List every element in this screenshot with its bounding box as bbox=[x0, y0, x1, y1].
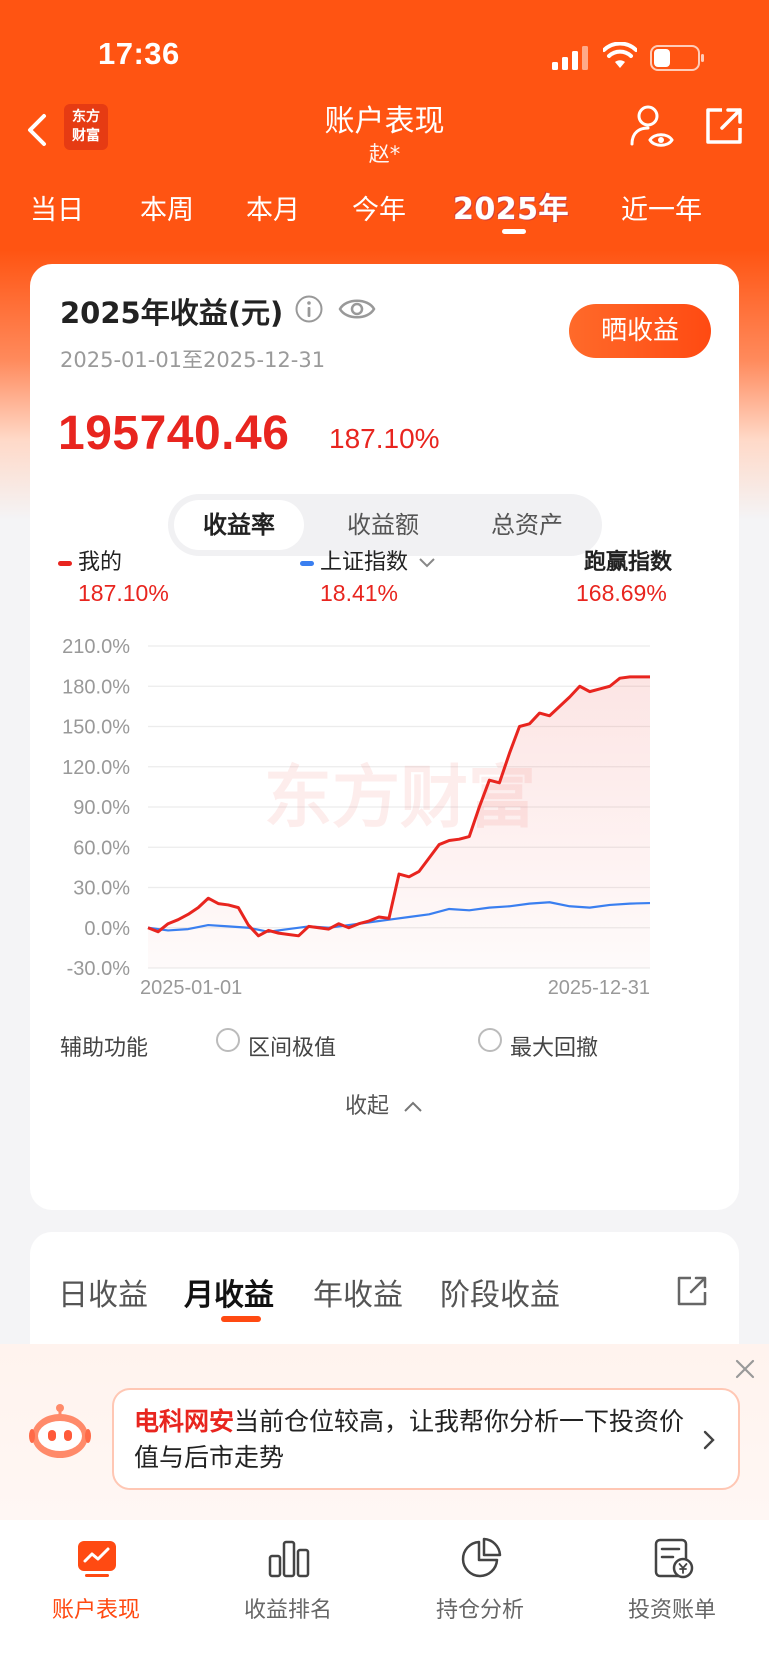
bill-icon bbox=[654, 1538, 694, 1579]
y-tick-label: 30.0% bbox=[73, 878, 130, 900]
robot-assistant-icon bbox=[29, 1404, 91, 1458]
nav-label: 投资账单 bbox=[627, 1598, 716, 1623]
segment-total-assets[interactable]: 总资产 bbox=[491, 511, 563, 539]
nav-holdings-analysis[interactable]: 持仓分析 bbox=[384, 1520, 576, 1665]
info-icon[interactable] bbox=[294, 294, 324, 324]
pie-chart-icon bbox=[461, 1537, 502, 1578]
share-profit-button[interactable]: 晒收益 bbox=[569, 304, 711, 358]
collapse-button[interactable]: 收起 bbox=[30, 1088, 739, 1120]
ai-message: 电科网安当前仓位较高，让我帮你分析一下投资价值与后市走势 bbox=[134, 1404, 694, 1476]
nav-profit-ranking[interactable]: 收益排名 bbox=[192, 1520, 384, 1665]
segment-return-rate[interactable]: 收益率 bbox=[174, 500, 304, 550]
profit-period-card: 日收益 月收益 年收益 阶段收益 bbox=[30, 1232, 739, 1352]
legend-mine-value: 187.10% bbox=[78, 580, 169, 606]
y-tick-label: 180.0% bbox=[62, 676, 130, 698]
y-tick-label: 120.0% bbox=[62, 757, 130, 779]
tab-this-year[interactable]: 今年 bbox=[352, 195, 406, 226]
page-title: 账户表现 bbox=[324, 104, 445, 139]
radio-range-extreme[interactable] bbox=[216, 1028, 240, 1052]
chevron-up-icon bbox=[404, 1101, 422, 1112]
eye-icon[interactable] bbox=[338, 294, 376, 324]
active-tab-indicator bbox=[502, 229, 526, 234]
chevron-right-icon bbox=[703, 1430, 715, 1450]
status-bar: 17:36 bbox=[0, 0, 769, 100]
tab-month[interactable]: 本月 bbox=[246, 195, 300, 226]
ai-stock-name[interactable]: 电科网安 bbox=[134, 1407, 235, 1436]
legend-index-label: 上证指数 bbox=[320, 550, 409, 575]
y-tick-label: 60.0% bbox=[73, 837, 130, 859]
battery-icon bbox=[650, 45, 704, 71]
ai-message-bubble[interactable]: 电科网安当前仓位较高，让我帮你分析一下投资价值与后市走势 bbox=[112, 1388, 740, 1490]
signal-icon bbox=[552, 46, 588, 70]
tab-week[interactable]: 本周 bbox=[140, 195, 194, 226]
tab-daily-profit[interactable]: 日收益 bbox=[58, 1278, 148, 1313]
series-line-mine bbox=[147, 675, 650, 938]
logo-line1: 东方 bbox=[72, 109, 100, 125]
nav-label: 收益排名 bbox=[243, 1598, 332, 1623]
legend-mine-label: 我的 bbox=[78, 550, 123, 575]
performance-card: 2025年收益(元) 2025-01-01至2025-12-31 晒收益 195… bbox=[30, 264, 739, 1210]
nav-label: 持仓分析 bbox=[435, 1598, 524, 1623]
return-chart[interactable]: 210.0% 180.0% 150.0% 120.0% 90.0% 60.0% 30.0% 0… bbox=[30, 616, 739, 996]
profit-title: 2025年收益(元) bbox=[60, 296, 284, 330]
tab-2025[interactable]: 2025年 bbox=[453, 192, 569, 227]
y-tick-label: 90.0% bbox=[73, 797, 130, 819]
date-range: 2025-01-01至2025-12-31 bbox=[60, 348, 326, 372]
y-tick-label: 0.0% bbox=[84, 918, 130, 940]
tab-today[interactable]: 当日 bbox=[30, 195, 84, 226]
legend-index-swatch bbox=[300, 560, 314, 566]
legend-beat-label: 跑赢指数 bbox=[584, 550, 673, 575]
bottom-nav: 账户表现 收益排名 持仓分析 投资账单 bbox=[0, 1520, 769, 1665]
y-tick-label: 150.0% bbox=[62, 717, 130, 739]
legend-beat-value: 168.69% bbox=[576, 580, 667, 606]
close-icon[interactable] bbox=[734, 1358, 756, 1380]
tab-stage-profit[interactable]: 阶段收益 bbox=[440, 1278, 560, 1313]
legend-index[interactable]: 上证指数 bbox=[300, 544, 437, 576]
period-tabs: 当日 本周 本月 今年 2025年 近一年 bbox=[0, 188, 769, 238]
logo-line2: 财富 bbox=[72, 128, 100, 144]
nav-investment-bill[interactable]: 投资账单 bbox=[576, 1520, 768, 1665]
eastmoney-logo: 东方 财富 bbox=[64, 104, 108, 150]
tab-yearly-profit[interactable]: 年收益 bbox=[313, 1278, 403, 1313]
x-end-label: 2025-12-31 bbox=[548, 977, 650, 996]
nav-bar: 东方 财富 账户表现 赵* bbox=[0, 90, 769, 170]
radio-max-drawdown[interactable] bbox=[478, 1028, 502, 1052]
y-tick-label: -30.0% bbox=[67, 958, 131, 980]
mine-area bbox=[148, 676, 650, 968]
nav-label: 账户表现 bbox=[51, 1598, 140, 1623]
back-arrow-icon[interactable] bbox=[22, 110, 52, 150]
chevron-down-icon bbox=[419, 558, 435, 568]
collapse-label: 收起 bbox=[344, 1094, 389, 1119]
y-tick-label: 210.0% bbox=[62, 636, 130, 658]
legend-index-value: 18.41% bbox=[320, 580, 399, 606]
metric-segment-control: 收益率 收益额 总资产 bbox=[168, 494, 602, 556]
legend-mine-swatch bbox=[58, 560, 72, 566]
x-start-label: 2025-01-01 bbox=[140, 977, 242, 996]
series-line-index bbox=[147, 901, 651, 933]
ai-assistant-banner: 电科网安当前仓位较高，让我帮你分析一下投资价值与后市走势 bbox=[0, 1344, 769, 1520]
profit-amount: 195740.46 bbox=[58, 407, 290, 460]
share-icon[interactable] bbox=[702, 104, 746, 148]
nav-account-performance[interactable]: 账户表现 bbox=[0, 1520, 192, 1665]
legend-mine: 我的 bbox=[58, 544, 122, 576]
bar-chart-icon bbox=[268, 1540, 310, 1578]
performance-chart-icon bbox=[78, 1541, 116, 1577]
segment-return-amount[interactable]: 收益额 bbox=[347, 511, 419, 539]
ai-message-text: 当前仓位较高，让我帮你分析一下投资价值与后市走势 bbox=[134, 1407, 685, 1472]
account-name: 赵* bbox=[368, 142, 401, 166]
wifi-icon bbox=[603, 42, 637, 68]
max-drawdown-label[interactable]: 最大回撤 bbox=[510, 1036, 599, 1061]
tab-last-year[interactable]: 近一年 bbox=[621, 195, 702, 226]
profit-percent: 187.10% bbox=[329, 423, 440, 454]
range-extreme-label[interactable]: 区间极值 bbox=[248, 1036, 337, 1061]
tab-monthly-profit[interactable]: 月收益 bbox=[184, 1278, 274, 1313]
status-time: 17:36 bbox=[98, 36, 180, 71]
privacy-user-icon[interactable] bbox=[628, 102, 676, 150]
export-icon[interactable] bbox=[675, 1274, 709, 1308]
aux-label: 辅助功能 bbox=[60, 1036, 149, 1061]
profit-tab-indicator bbox=[221, 1316, 261, 1322]
